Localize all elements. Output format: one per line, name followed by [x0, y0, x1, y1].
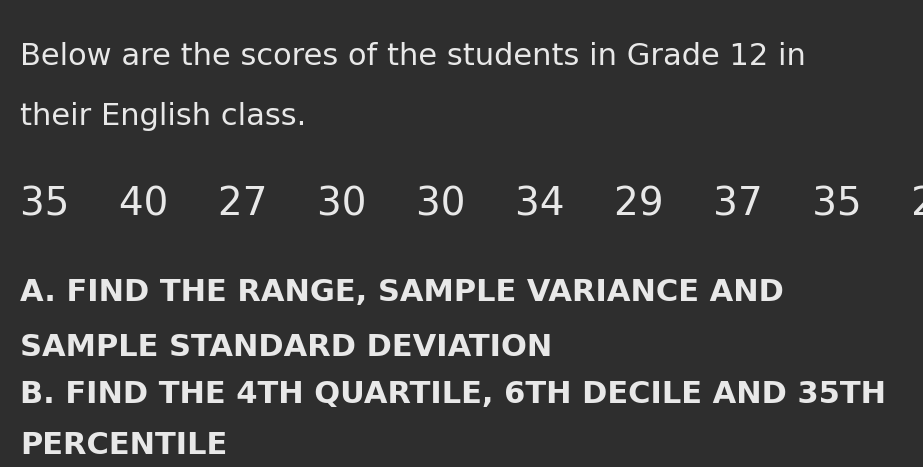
Text: Below are the scores of the students in Grade 12 in: Below are the scores of the students in …	[20, 42, 806, 71]
Text: A. FIND THE RANGE, SAMPLE VARIANCE AND: A. FIND THE RANGE, SAMPLE VARIANCE AND	[20, 278, 785, 307]
Text: SAMPLE STANDARD DEVIATION: SAMPLE STANDARD DEVIATION	[20, 333, 553, 362]
Text: their English class.: their English class.	[20, 102, 306, 131]
Text: PERCENTILE: PERCENTILE	[20, 431, 228, 460]
Text: 35    40    27    30    30    34    29    37    35    25: 35 40 27 30 30 34 29 37 35 25	[20, 185, 923, 223]
Text: B. FIND THE 4TH QUARTILE, 6TH DECILE AND 35TH: B. FIND THE 4TH QUARTILE, 6TH DECILE AND…	[20, 380, 886, 409]
